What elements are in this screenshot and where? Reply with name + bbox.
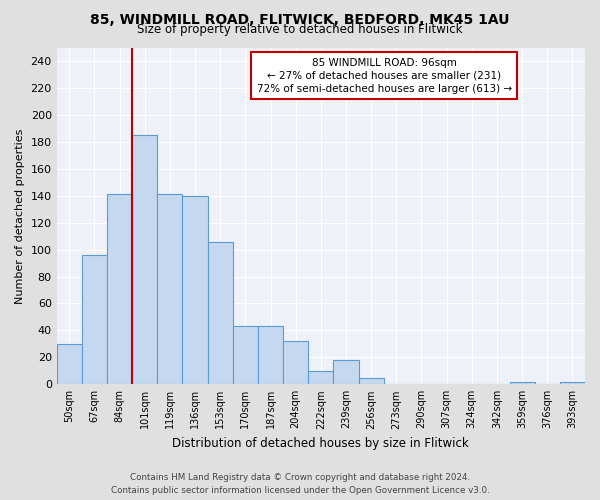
Text: 85, WINDMILL ROAD, FLITWICK, BEDFORD, MK45 1AU: 85, WINDMILL ROAD, FLITWICK, BEDFORD, MK… [90,12,510,26]
Bar [359,378,384,384]
Bar [56,344,82,385]
Text: Size of property relative to detached houses in Flitwick: Size of property relative to detached ho… [137,22,463,36]
Bar [283,341,308,384]
Bar [208,242,233,384]
Bar [560,382,585,384]
Text: 85 WINDMILL ROAD: 96sqm
← 27% of detached houses are smaller (231)
72% of semi-d: 85 WINDMILL ROAD: 96sqm ← 27% of detache… [257,58,512,94]
Bar [509,382,535,384]
Bar [82,255,107,384]
Bar [157,194,182,384]
X-axis label: Distribution of detached houses by size in Flitwick: Distribution of detached houses by size … [172,437,469,450]
Bar [107,194,132,384]
Bar [334,360,359,384]
Bar [308,371,334,384]
Bar [233,326,258,384]
Bar [182,196,208,384]
Y-axis label: Number of detached properties: Number of detached properties [15,128,25,304]
Bar [132,135,157,384]
Text: Contains HM Land Registry data © Crown copyright and database right 2024.
Contai: Contains HM Land Registry data © Crown c… [110,474,490,495]
Bar [258,326,283,384]
